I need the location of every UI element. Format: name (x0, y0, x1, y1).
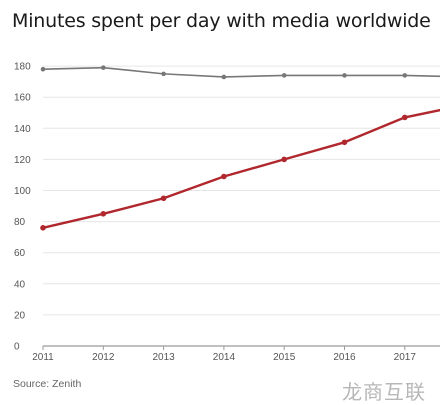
x-tick-label: 2012 (92, 352, 115, 363)
y-tick-label: 100 (14, 186, 31, 197)
y-tick-label: 40 (14, 279, 26, 290)
data-point (160, 195, 167, 202)
watermark: 龙商互联 (342, 380, 426, 404)
y-tick-label: 20 (14, 310, 26, 321)
data-point (281, 156, 288, 163)
x-tick-label: 2015 (273, 352, 296, 363)
data-point (342, 73, 347, 78)
data-point (341, 139, 348, 146)
y-tick-label: 80 (14, 217, 26, 228)
x-tick-label: 2011 (32, 352, 54, 363)
data-point (281, 73, 287, 78)
source-note: Source: Zenith (13, 378, 82, 390)
y-tick-label: 140 (14, 124, 31, 135)
data-point (402, 114, 408, 121)
y-tick-label: 60 (14, 248, 26, 259)
gridlines (43, 65, 440, 347)
y-tick-label: 120 (14, 155, 31, 166)
series-lines (40, 65, 440, 231)
data-point (40, 225, 46, 231)
x-tick-label: 2017 (394, 352, 417, 363)
x-tick-label: 2013 (152, 352, 175, 363)
y-tick-label: 0 (14, 342, 20, 353)
data-point (101, 65, 106, 70)
data-point (402, 73, 408, 78)
y-tick-label: 160 (14, 93, 31, 104)
x-tick-label: 2016 (333, 352, 356, 363)
y-tick-label: 180 (14, 62, 31, 73)
series-line-2 (42, 108, 440, 229)
data-point (100, 211, 107, 217)
series-line-1 (42, 66, 440, 78)
data-point (161, 71, 166, 77)
data-point (221, 74, 227, 80)
x-tick-label: 2014 (213, 352, 236, 363)
chart-title: Minutes spent per day with media worldwi… (12, 10, 431, 32)
data-point (221, 173, 227, 180)
x-axis-ticks: 2011 2012 2013 2014 2015 2016 2017 (32, 346, 416, 363)
y-axis-ticks: 0 20 40 60 80 100 120 140 160 180 (14, 62, 31, 353)
data-point (40, 66, 46, 72)
